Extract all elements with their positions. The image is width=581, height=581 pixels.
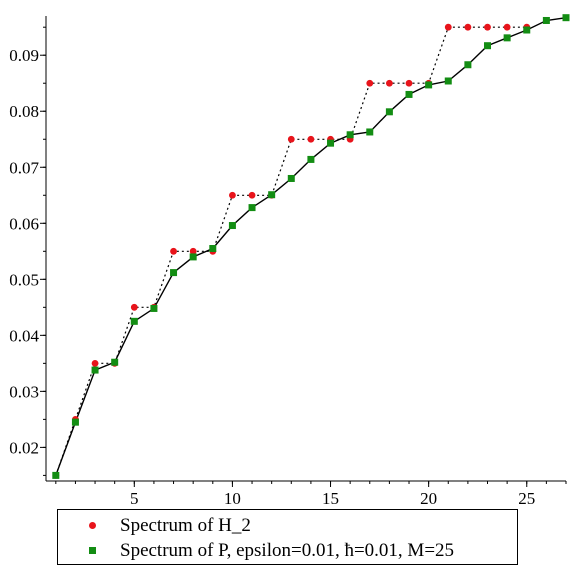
y-tick-label: 0.09 xyxy=(9,46,39,65)
data-point-p xyxy=(484,42,492,50)
data-point-p xyxy=(111,358,119,366)
series-points xyxy=(52,14,570,479)
data-point-h2 xyxy=(405,79,413,87)
legend-marker-circle xyxy=(89,522,96,529)
data-point-p xyxy=(248,204,256,212)
x-tick-label: 15 xyxy=(322,489,339,508)
data-point-h2 xyxy=(170,247,177,255)
series-line-1 xyxy=(55,26,527,476)
data-point-p xyxy=(346,131,354,139)
data-point-p xyxy=(327,139,335,147)
series-line-2 xyxy=(55,17,567,476)
data-point-h2 xyxy=(503,23,511,31)
y-tick-label: 0.07 xyxy=(9,158,39,177)
data-point-p xyxy=(464,61,472,69)
data-point-p xyxy=(170,269,178,277)
axes: 5 10 15 20 25 0.02 0.03 0.04 0.05 0.06 0.07 0.08 0.0… xyxy=(9,16,567,508)
data-point-p xyxy=(385,108,393,116)
x-tick-label: 20 xyxy=(420,489,437,508)
data-point-h2 xyxy=(307,135,315,143)
data-point-p xyxy=(130,317,138,325)
data-point-h2 xyxy=(464,23,472,31)
data-point-p xyxy=(523,26,531,34)
data-point-p xyxy=(425,81,433,89)
y-tick-label: 0.06 xyxy=(9,214,39,233)
x-tick-label: 5 xyxy=(130,489,139,508)
y-tick-label: 0.02 xyxy=(9,438,39,457)
data-point-p xyxy=(307,155,315,163)
data-point-h2 xyxy=(189,247,197,255)
data-point-h2 xyxy=(287,135,295,143)
x-tick-label: 25 xyxy=(518,489,535,508)
data-point-h2 xyxy=(248,191,256,199)
x-tick-label: 10 xyxy=(224,489,241,508)
data-point-p xyxy=(268,191,276,199)
legend-entry-p: Spectrum of P, epsilon=0.01, ħ=0.01, M=2… xyxy=(58,539,517,565)
y-tick-label: 0.04 xyxy=(9,326,39,345)
data-point-p xyxy=(189,253,197,261)
data-point-p xyxy=(52,471,60,479)
series-lines xyxy=(55,17,567,476)
y-tick-label: 0.03 xyxy=(9,382,39,401)
data-point-p xyxy=(209,245,217,252)
data-point-p xyxy=(71,418,79,426)
data-point-h2 xyxy=(229,191,236,199)
legend-entry-h2: Spectrum of H_2 xyxy=(58,514,517,540)
data-point-p xyxy=(150,304,158,312)
data-point-p xyxy=(91,366,99,374)
data-point-p xyxy=(444,77,452,85)
legend: Spectrum of H_2 Spectrum of P, epsilon=0… xyxy=(57,509,518,565)
data-point-p xyxy=(287,174,295,182)
data-point-h2 xyxy=(91,359,99,367)
data-point-p xyxy=(542,16,550,24)
legend-marker-square xyxy=(89,547,96,554)
data-point-p xyxy=(562,14,570,22)
data-point-h2 xyxy=(366,79,374,87)
data-point-h2 xyxy=(444,23,452,31)
legend-label-p: Spectrum of P, epsilon=0.01, ħ=0.01, M=2… xyxy=(120,540,455,561)
y-tick-label: 0.05 xyxy=(9,270,39,289)
data-point-h2 xyxy=(385,79,393,87)
legend-label-h2: Spectrum of H_2 xyxy=(120,515,251,536)
data-point-p xyxy=(503,34,511,42)
data-point-h2 xyxy=(484,23,491,31)
data-point-p xyxy=(405,90,413,98)
data-point-h2 xyxy=(130,303,138,311)
data-point-p xyxy=(228,222,236,230)
y-tick-label: 0.08 xyxy=(9,102,39,121)
data-point-p xyxy=(366,128,374,136)
